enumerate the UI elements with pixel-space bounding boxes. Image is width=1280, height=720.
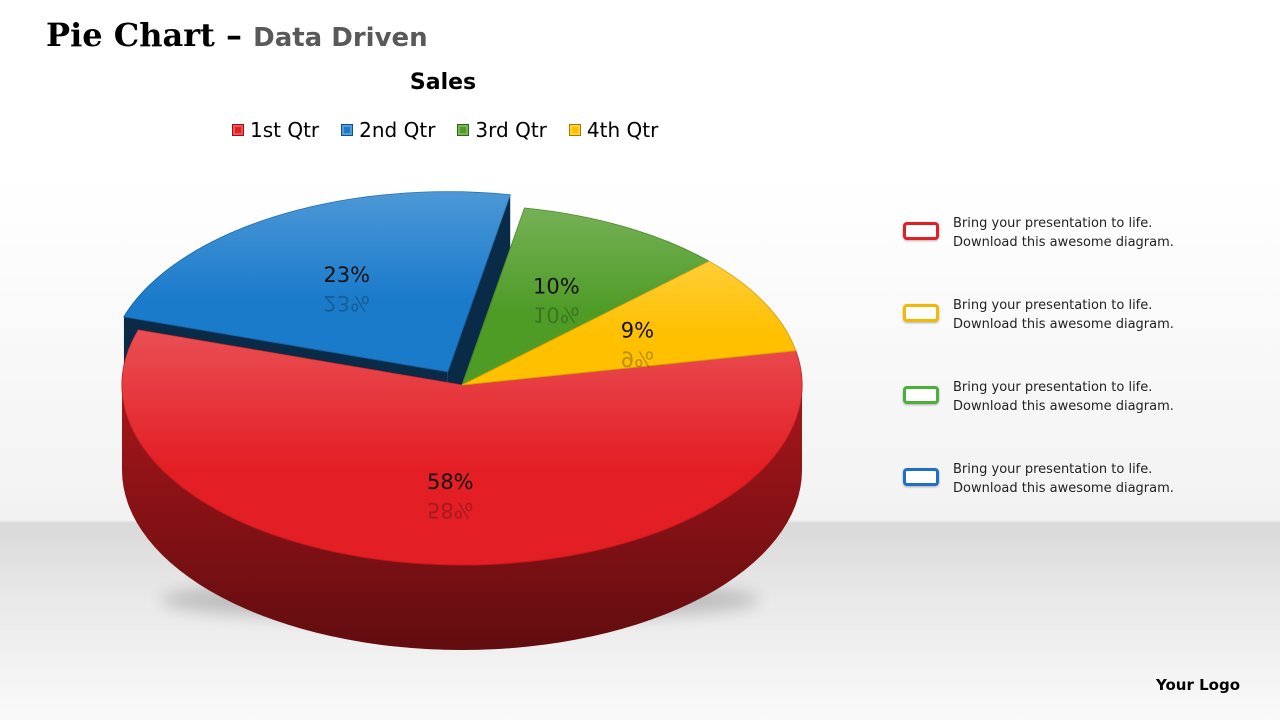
note-text-4: Bring your presentation to life. Downloa… [953, 460, 1174, 498]
pie-label-reflection-4: 9% [621, 346, 654, 370]
note-line-2b: Download this awesome diagram. [953, 317, 1174, 332]
pie-sides [122, 385, 802, 650]
pie-slice-gloss-1 [121, 329, 802, 565]
note-line-3b: Download this awesome diagram. [953, 399, 1174, 414]
pie-label-2: 23% [323, 263, 370, 287]
note-line-4b: Download this awesome diagram. [953, 481, 1174, 496]
page-title-main: Pie Chart – [46, 16, 242, 54]
note-box-red [903, 222, 939, 240]
note-box-blue [903, 468, 939, 486]
legend-label-q1: 1st Qtr [250, 118, 320, 142]
pie-labels: 58% 58% 23% 23% 10% 10% 9% 9% [323, 263, 654, 522]
note-box-yellow [903, 304, 939, 322]
chart-legend: 1st Qtr 2nd Qtr 3rd Qtr 4th Qtr [232, 118, 658, 142]
note-text-1: Bring your presentation to life. Downloa… [953, 214, 1174, 252]
pie-label-1: 58% [427, 470, 474, 494]
pie-label-reflection-3: 10% [533, 302, 580, 326]
note-text-2: Bring your presentation to life. Downloa… [953, 296, 1174, 334]
note-item-2: Bring your presentation to life. Downloa… [900, 294, 1230, 344]
pie-side-shade-1 [122, 385, 802, 650]
note-line-2a: Bring your presentation to life. [953, 298, 1153, 313]
note-line-4a: Bring your presentation to life. [953, 462, 1153, 477]
pie-slice-gloss-4 [462, 261, 796, 385]
legend-label-q4: 4th Qtr [586, 118, 659, 142]
legend-swatch-q3 [457, 124, 470, 136]
legend-item-q1: 1st Qtr [232, 118, 319, 142]
page-title: Pie Chart – Data Driven [46, 16, 428, 54]
note-item-4: Bring your presentation to life. Downloa… [900, 458, 1230, 508]
legend-item-q4: 4th Qtr [568, 118, 659, 142]
note-item-1: Bring your presentation to life. Downloa… [900, 212, 1230, 262]
legend-label-q3: 3rd Qtr [475, 118, 547, 142]
note-text-3: Bring your presentation to life. Downloa… [953, 378, 1174, 416]
pie-label-3: 10% [533, 274, 580, 298]
legend-label-q2: 2nd Qtr [359, 118, 436, 142]
legend-swatch-q2 [341, 124, 354, 136]
logo-text: Your Logo [1156, 676, 1240, 694]
pie-slice-gloss-2 [123, 191, 511, 372]
pie-label-4: 9% [621, 318, 654, 342]
note-line-3a: Bring your presentation to life. [953, 380, 1153, 395]
page-subtitle: Data Driven [253, 23, 428, 53]
pie-tops [121, 191, 803, 566]
note-line-1b: Download this awesome diagram. [953, 235, 1174, 250]
pie-label-reflection-2: 23% [323, 291, 370, 315]
legend-swatch-q4 [568, 124, 581, 136]
note-box-green [903, 386, 939, 404]
note-item-3: Bring your presentation to life. Downloa… [900, 376, 1230, 426]
legend-item-q2: 2nd Qtr [341, 118, 435, 142]
pie-slice-gloss-3 [462, 208, 710, 385]
chart-title: Sales [409, 70, 477, 95]
note-line-1a: Bring your presentation to life. [953, 216, 1153, 231]
pie-label-reflection-1: 58% [427, 498, 474, 522]
legend-swatch-q1 [232, 124, 244, 136]
legend-item-q3: 3rd Qtr [457, 118, 547, 142]
